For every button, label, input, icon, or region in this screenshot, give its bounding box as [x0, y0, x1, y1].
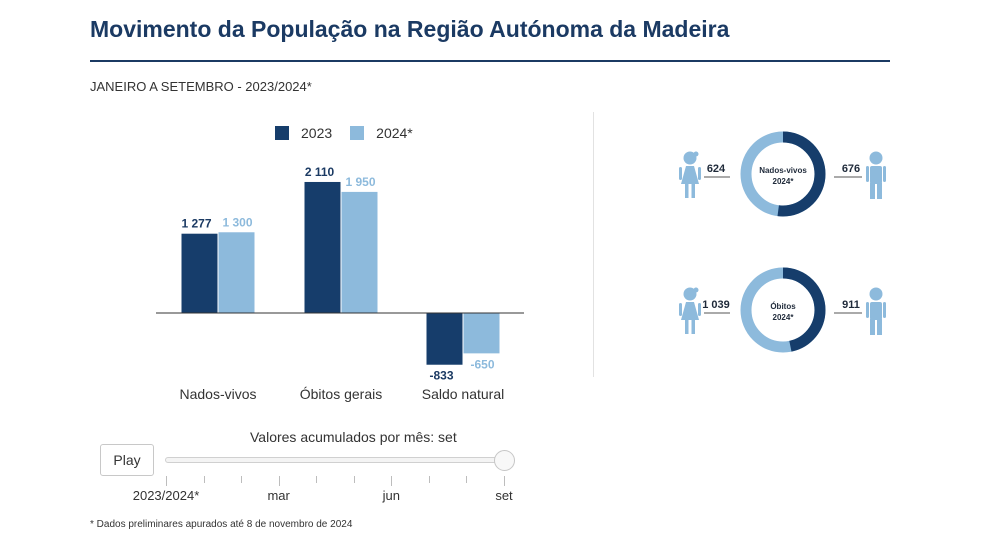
legend-label-2024: 2024* — [376, 125, 413, 141]
legend-label-2023: 2023 — [301, 125, 333, 141]
bar-chart: 1 277 1 300 Nados-vivos 2 110 1 950 Óbitos ge… — [156, 165, 524, 402]
slider-tick-label[interactable]: set — [495, 488, 513, 503]
data-label-2023-1: 2 110 — [305, 165, 335, 179]
female-icon — [679, 151, 701, 198]
panel-divider — [593, 112, 594, 377]
slider-tick — [391, 476, 393, 486]
bar-2024-2[interactable] — [463, 313, 500, 354]
donut-value-male: 676 — [842, 163, 860, 175]
donut-center-label: Nados-vivos — [759, 166, 807, 175]
donut-obitos: Óbitos 2024* 1 039 911 — [670, 260, 900, 360]
slider-tick-label[interactable]: mar — [267, 488, 290, 503]
bar-2023-1[interactable] — [304, 181, 341, 313]
donut-value-male: 911 — [842, 299, 860, 311]
slider-tick-label[interactable]: jun — [382, 488, 401, 503]
bar-2024-1[interactable] — [341, 191, 378, 313]
donut-nados-vivos: Nados-vivos 2024* 624 676 — [670, 124, 900, 224]
slider-tick — [203, 476, 205, 483]
slider-tick — [504, 476, 505, 486]
play-button[interactable]: Play — [100, 444, 154, 476]
female-icon — [679, 287, 701, 334]
slider-title: Valores acumulados por mês: set — [250, 429, 457, 445]
slider-tick — [428, 476, 430, 483]
legend-swatch-2023 — [275, 126, 289, 140]
category-label-2: Saldo natural — [422, 386, 505, 402]
legend-item-2023[interactable]: 2023 — [275, 125, 332, 141]
male-icon — [866, 151, 886, 199]
bar-2023-0[interactable] — [181, 233, 218, 313]
slider-tick — [278, 476, 280, 486]
legend-item-2024[interactable]: 2024* — [350, 125, 413, 141]
data-label-2024-0: 1 300 — [222, 215, 252, 229]
title-divider — [90, 60, 890, 62]
slider-tick — [353, 476, 355, 483]
month-slider-handle[interactable] — [494, 450, 515, 471]
period-subtitle: JANEIRO A SETEMBRO - 2023/2024* — [90, 79, 312, 94]
data-label-2024-2: -650 — [470, 357, 494, 371]
slider-tick — [166, 476, 167, 486]
data-label-2023-2: -833 — [429, 369, 453, 383]
donut-center-label: 2024* — [773, 177, 795, 186]
donut-svg: Nados-vivos 2024* 624 676 — [679, 131, 886, 217]
category-label-0: Nados-vivos — [179, 386, 256, 402]
footnote: * Dados preliminares apurados até 8 de n… — [90, 519, 353, 530]
donut-center-label: 2024* — [773, 313, 795, 322]
month-slider-track[interactable] — [165, 457, 507, 463]
data-label-2023-0: 1 277 — [181, 217, 211, 231]
slider-tick — [241, 476, 243, 483]
bar-2024-0[interactable] — [218, 232, 255, 313]
donut-value-female: 624 — [707, 163, 726, 175]
donut-slice-male[interactable] — [740, 131, 826, 217]
donut-svg: Óbitos 2024* 1 039 911 — [679, 267, 886, 353]
male-icon — [866, 287, 886, 335]
page-title: Movimento da População na Região Autónom… — [90, 16, 730, 42]
bar-2023-2[interactable] — [426, 313, 463, 365]
donut-value-female: 1 039 — [702, 299, 730, 311]
slider-tick-label[interactable]: 2023/2024* — [132, 488, 200, 503]
chart-legend: 2023 2024* — [275, 125, 431, 141]
data-label-2024-1: 1 950 — [345, 175, 375, 189]
legend-swatch-2024 — [350, 126, 365, 140]
category-label-1: Óbitos gerais — [300, 386, 382, 402]
slider-tick — [316, 476, 318, 483]
donut-center-label: Óbitos — [770, 302, 796, 311]
slider-tick — [466, 476, 468, 483]
donut-slice-male[interactable] — [740, 267, 826, 353]
